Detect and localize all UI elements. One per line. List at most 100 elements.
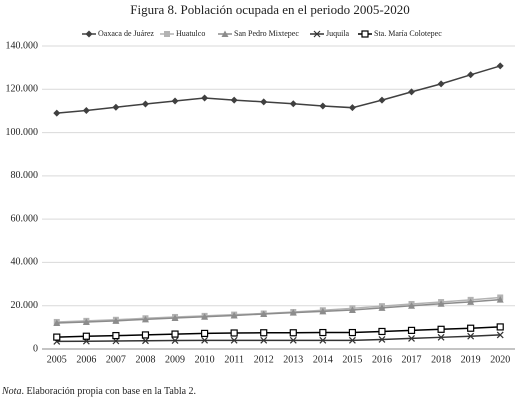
point xyxy=(467,71,475,79)
point xyxy=(53,333,61,341)
point xyxy=(142,337,149,345)
point xyxy=(201,313,209,320)
y-tick-label: 20.000 xyxy=(11,300,39,311)
point xyxy=(112,103,120,111)
x-tick-label: 2008 xyxy=(135,354,155,365)
x-tick-label: 2012 xyxy=(254,354,274,365)
point xyxy=(408,334,415,342)
point xyxy=(437,333,445,341)
y-tick-label: 100.000 xyxy=(6,127,39,138)
point xyxy=(200,329,209,338)
point xyxy=(319,336,327,344)
point xyxy=(407,326,416,334)
point xyxy=(260,329,268,337)
y-tick-label: 0 xyxy=(33,343,38,354)
legend-marker xyxy=(221,30,229,37)
point xyxy=(171,314,179,322)
point xyxy=(437,325,445,333)
note: Nota. Elaboración propia con base en la … xyxy=(1,386,196,397)
point xyxy=(260,98,268,106)
x-tick-label: 2020 xyxy=(490,354,510,365)
point xyxy=(319,102,327,110)
point xyxy=(230,336,238,344)
x-tick-label: 2007 xyxy=(106,354,126,365)
point xyxy=(112,317,120,324)
legend-marker xyxy=(313,30,321,38)
point xyxy=(171,97,179,105)
point xyxy=(378,304,386,311)
series-line xyxy=(56,326,501,338)
point xyxy=(319,307,327,315)
x-tick-label: 2011 xyxy=(224,354,244,365)
point xyxy=(289,100,297,108)
legend-label: San Pedro Mixtepec xyxy=(234,29,299,38)
series-line xyxy=(56,334,501,343)
point xyxy=(437,300,445,307)
point xyxy=(112,331,120,340)
point xyxy=(260,310,268,317)
point xyxy=(289,309,297,316)
point xyxy=(467,298,475,305)
point xyxy=(348,104,356,112)
point xyxy=(496,296,504,303)
point xyxy=(289,336,297,344)
point xyxy=(496,331,504,339)
x-tick-label: 2015 xyxy=(342,354,362,365)
point xyxy=(230,311,238,319)
point xyxy=(467,332,475,340)
legend-marker xyxy=(85,30,93,38)
point xyxy=(437,80,445,88)
legend-label: Oaxaca de Juárez xyxy=(98,29,154,38)
point xyxy=(496,62,504,70)
point xyxy=(201,336,209,344)
point xyxy=(171,330,179,338)
x-tick-label: 2019 xyxy=(461,354,481,365)
point xyxy=(289,329,297,337)
point xyxy=(467,324,475,332)
legend-label: Huatulco xyxy=(176,29,205,38)
note-text: . Elaboración propia con base en la Tabl… xyxy=(21,386,196,397)
point xyxy=(348,328,357,337)
point xyxy=(230,329,238,337)
legend-marker xyxy=(361,30,369,38)
point xyxy=(230,96,238,104)
legend-label: Sta. María Colotepec xyxy=(374,29,442,38)
x-tick-label: 2014 xyxy=(313,354,333,365)
x-tick-label: 2010 xyxy=(195,354,215,365)
y-tick-label: 60.000 xyxy=(11,213,39,224)
point xyxy=(171,337,179,344)
point xyxy=(82,318,90,325)
chart-title: Figura 8. Población ocupada en el period… xyxy=(130,2,409,17)
point xyxy=(378,327,386,336)
point xyxy=(141,331,150,339)
x-tick-label: 2006 xyxy=(76,354,96,365)
y-tick-label: 80.000 xyxy=(11,170,39,181)
point xyxy=(378,96,386,104)
legend-marker xyxy=(164,31,170,37)
point xyxy=(496,323,504,331)
point xyxy=(53,319,61,327)
point xyxy=(201,94,209,102)
point xyxy=(348,306,356,314)
point xyxy=(408,88,416,96)
x-tick-label: 2009 xyxy=(165,354,185,365)
x-tick-label: 2013 xyxy=(283,354,303,365)
point xyxy=(141,100,149,108)
point xyxy=(348,336,356,344)
point xyxy=(141,315,149,323)
legend-label: Juquila xyxy=(326,29,350,38)
note-label: Nota xyxy=(1,386,21,397)
point xyxy=(82,332,90,340)
point xyxy=(378,336,386,343)
point xyxy=(319,328,327,337)
point xyxy=(260,336,268,344)
y-tick-label: 40.000 xyxy=(11,257,39,268)
x-tick-label: 2017 xyxy=(402,354,422,365)
x-tick-label: 2005 xyxy=(47,354,67,365)
y-tick-label: 120.000 xyxy=(6,84,39,95)
x-tick-label: 2018 xyxy=(431,354,451,365)
point xyxy=(408,302,416,309)
series-line xyxy=(56,65,501,114)
point xyxy=(53,109,61,117)
